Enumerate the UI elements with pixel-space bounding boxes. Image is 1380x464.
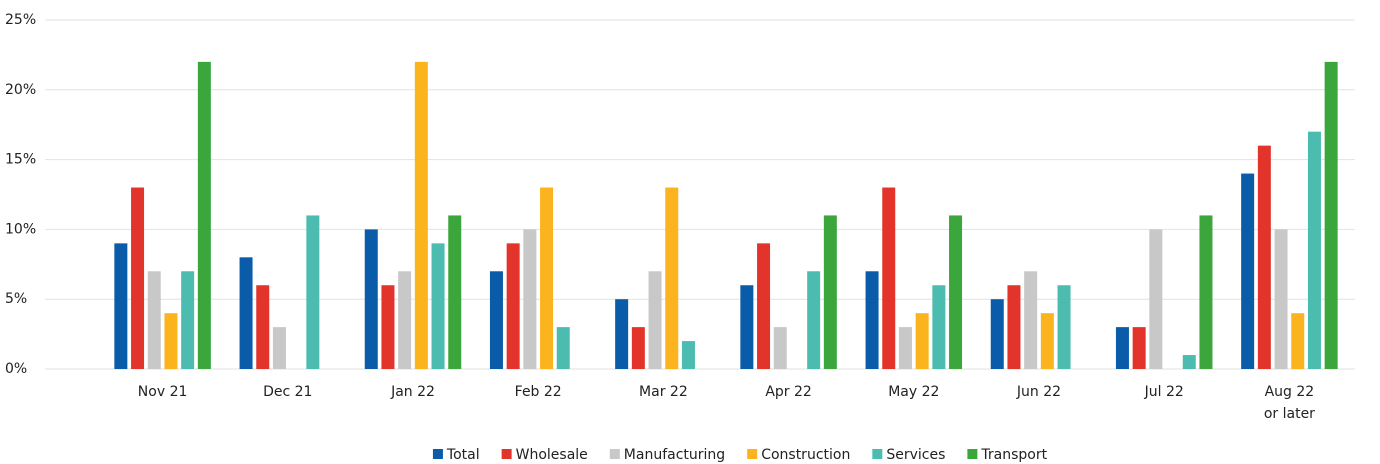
- bar: [681, 341, 695, 369]
- bar: [1199, 215, 1213, 369]
- bar: [1257, 145, 1271, 369]
- bar: [431, 243, 445, 369]
- bar: [1115, 327, 1129, 369]
- bar: [1182, 355, 1196, 369]
- legend-label: Total: [446, 447, 480, 463]
- legend-swatch: [501, 449, 512, 459]
- bar: [990, 299, 1004, 369]
- bar: [556, 327, 570, 369]
- bar: [1007, 285, 1021, 369]
- legend-label: Manufacturing: [624, 447, 725, 463]
- y-tick-label: 25%: [5, 12, 36, 28]
- x-tick-label: Jul 22: [1144, 384, 1184, 400]
- y-tick-label: 20%: [5, 82, 36, 98]
- bar: [807, 271, 821, 369]
- y-tick-label: 10%: [5, 221, 36, 237]
- x-tick-label: Mar 22: [639, 384, 688, 400]
- x-tick-label: Jun 22: [1016, 384, 1061, 400]
- legend: Total Wholesale Manufacturing Construction S…: [432, 447, 1048, 463]
- x-tick-label: Apr 22: [765, 384, 811, 400]
- bar: [648, 271, 662, 369]
- bar: [932, 285, 946, 369]
- x-tick-label: Jan 22: [390, 384, 435, 400]
- legend-label: Transport: [980, 447, 1047, 463]
- bar: [448, 215, 462, 369]
- x-tick-label: Feb 22: [515, 384, 562, 400]
- bar: [865, 271, 879, 369]
- bar: [773, 327, 787, 369]
- bar: [381, 285, 395, 369]
- bar: [414, 61, 428, 369]
- legend-label: Construction: [761, 447, 850, 463]
- bar: [882, 187, 896, 369]
- bar: [1132, 327, 1146, 369]
- y-tick-label: 0%: [5, 361, 27, 377]
- bar: [197, 61, 211, 369]
- legend-label: Wholesale: [516, 447, 588, 463]
- bar: [489, 271, 503, 369]
- bar: [1291, 313, 1305, 369]
- legend-swatch: [872, 449, 883, 459]
- legend-swatch: [967, 449, 978, 459]
- x-tick-label: Aug 22 or later: [1264, 384, 1315, 422]
- x-tick-label: Dec 21: [263, 384, 312, 400]
- bar: [506, 243, 520, 369]
- bar: [272, 327, 286, 369]
- bar: [164, 313, 178, 369]
- bar: [1307, 131, 1321, 369]
- bar: [256, 285, 270, 369]
- bar: [823, 215, 837, 369]
- bar: [1024, 271, 1038, 369]
- bar: [915, 313, 929, 369]
- bar: [1274, 229, 1288, 369]
- legend-swatch: [747, 449, 758, 459]
- bar: [398, 271, 412, 369]
- bar: [364, 229, 378, 369]
- bar: [740, 285, 754, 369]
- bar: [147, 271, 161, 369]
- bar: [114, 243, 128, 369]
- legend-label: Services: [886, 447, 945, 463]
- y-tick-label: 5%: [5, 291, 27, 307]
- bar: [1040, 313, 1054, 369]
- bar: [306, 215, 320, 369]
- bar: [665, 187, 679, 369]
- bar: [131, 187, 145, 369]
- bar: [631, 327, 645, 369]
- legend-swatch: [609, 449, 620, 459]
- x-tick-label: Nov 21: [138, 384, 188, 400]
- bar: [523, 229, 537, 369]
- y-tick-label: 15%: [5, 152, 36, 168]
- bar: [757, 243, 771, 369]
- x-tick-label: May 22: [888, 384, 939, 400]
- bar: [1057, 285, 1071, 369]
- bar: [615, 299, 629, 369]
- bar: [1149, 229, 1163, 369]
- bar: [1324, 61, 1338, 369]
- bar: [1241, 173, 1255, 369]
- bar: [540, 187, 554, 369]
- legend-swatch: [432, 449, 443, 459]
- bar: [181, 271, 195, 369]
- bar: [898, 327, 912, 369]
- bar: [949, 215, 963, 369]
- bar: [239, 257, 253, 369]
